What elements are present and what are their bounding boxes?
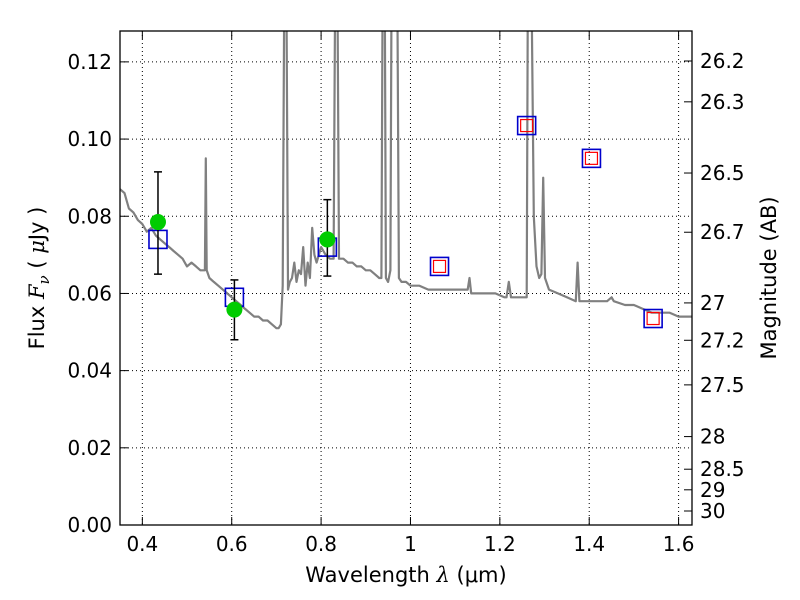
model-photometry-box (516, 115, 537, 136)
magnitude-tick-label: 29 (700, 478, 725, 502)
upper-limit-box (432, 259, 447, 274)
x-tick-label: 0.8 (305, 532, 337, 556)
x-tick-label: 1.2 (484, 532, 516, 556)
x-tick-label: 1.4 (573, 532, 605, 556)
y-tick-label: 0.08 (67, 204, 112, 228)
plot-frame (119, 30, 693, 526)
magnitude-tick-label: 26.3 (700, 90, 745, 114)
axis-ticks: 0.4 0.6 0.8 1 1.2 1.4 1.6 0.00 0.02 0.04 0.06 0.08 0… (67, 31, 745, 556)
y-axis-label: Flux Fν ( μJy ) (25, 207, 53, 350)
model-photometry-box (581, 148, 602, 169)
magnitude-tick-label: 26.2 (700, 49, 745, 73)
magnitude-tick-label: 26.7 (700, 220, 745, 244)
markers (148, 115, 663, 341)
observed-point (149, 214, 166, 231)
magnitude-tick-label: 27.5 (700, 373, 745, 397)
x-tick-label: 1.6 (663, 532, 695, 556)
x-tick-label: 0.4 (126, 532, 158, 556)
upper-limit-box (520, 118, 534, 133)
spectrum-line (120, 31, 692, 330)
observed-point (319, 231, 336, 248)
y-tick-label: 0.12 (67, 50, 112, 74)
y-tick-label: 0.04 (67, 359, 112, 383)
magnitude-tick-label: 27.2 (700, 328, 745, 352)
x-tick-label: 1 (404, 532, 417, 556)
upper-limit-box (646, 311, 660, 326)
y-tick-label: 0.06 (67, 281, 112, 305)
magnitude-tick-label: 28 (700, 425, 725, 449)
x-tick-label: 0.6 (216, 532, 248, 556)
magnitude-tick-label: 27 (700, 291, 725, 315)
x-axis-label: Wavelength λ (μm) (305, 563, 506, 587)
model-photometry-box (429, 256, 450, 277)
magnitude-tick-label: 30 (700, 499, 725, 523)
right-axis-label: Magnitude (AB) (757, 196, 781, 359)
magnitude-tick-label: 26.5 (700, 161, 745, 185)
upper-limit-box (584, 151, 599, 165)
y-tick-label: 0.10 (67, 127, 112, 151)
y-tick-label: 0.02 (67, 436, 112, 460)
y-tick-label: 0.00 (67, 513, 112, 537)
observed-point (226, 301, 243, 318)
magnitude-tick-label: 28.5 (700, 457, 745, 481)
model-photometry-box (643, 308, 663, 329)
plot-area (120, 31, 692, 330)
